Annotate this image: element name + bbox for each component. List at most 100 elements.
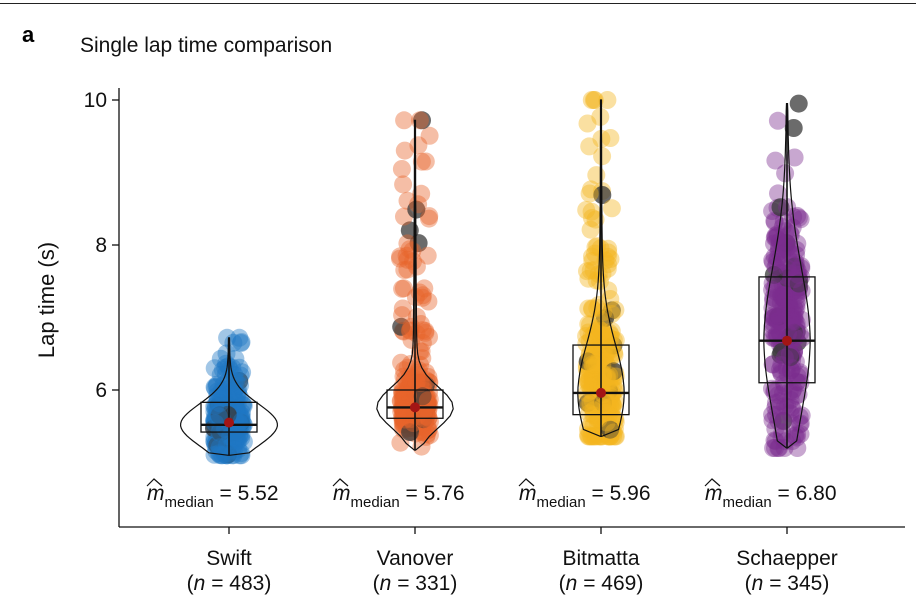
data-point	[776, 298, 795, 317]
data-point	[772, 363, 791, 382]
data-point	[412, 152, 431, 171]
y-axis-label: Lap time (s)	[34, 242, 59, 358]
data-point	[417, 427, 436, 446]
data-point	[393, 382, 412, 401]
category-label: Swift	[206, 547, 252, 570]
sample-size-label: (n = 331)	[373, 572, 458, 595]
data-point	[582, 359, 601, 378]
data-point	[602, 199, 621, 218]
data-point	[775, 377, 794, 396]
data-point	[398, 260, 417, 279]
data-point	[590, 371, 609, 390]
data-point	[216, 383, 235, 402]
median-subscript: median	[537, 494, 586, 511]
data-point	[772, 364, 791, 383]
group-bitmatta: mmedian = 5.96 Bitmatta(n = 469)	[518, 91, 651, 595]
data-point	[206, 396, 225, 415]
data-point	[597, 413, 616, 432]
data-point	[412, 437, 431, 456]
data-point	[791, 414, 810, 433]
data-point	[579, 427, 598, 446]
data-point	[411, 373, 430, 392]
data-point	[783, 359, 802, 378]
data-point	[597, 329, 616, 348]
y-tick-label: 8	[95, 234, 107, 257]
data-point	[394, 175, 413, 194]
data-point	[217, 344, 236, 363]
data-point	[783, 400, 802, 419]
sample-size-part: n	[566, 572, 578, 595]
sample-size-part: n	[380, 572, 392, 595]
median-value: = 5.76	[400, 482, 465, 505]
median-annotation: mmedian = 6.80	[705, 482, 837, 511]
data-point	[579, 425, 598, 444]
data-point	[763, 298, 782, 317]
data-point	[212, 381, 231, 400]
data-point	[209, 407, 228, 426]
data-point	[393, 306, 412, 325]
data-point	[407, 407, 426, 426]
sample-size-part: (	[559, 572, 566, 595]
data-point	[393, 408, 412, 427]
median-value: = 5.96	[586, 482, 651, 505]
data-point	[583, 371, 602, 390]
data-point	[765, 380, 784, 399]
data-point	[781, 348, 800, 367]
data-point	[582, 427, 601, 446]
data-point	[408, 366, 427, 385]
data-point	[392, 317, 411, 336]
data-point	[787, 386, 806, 405]
data-point	[781, 308, 800, 327]
data-point	[396, 370, 414, 389]
data-point	[227, 391, 246, 410]
data-point	[786, 426, 804, 445]
data-point	[211, 365, 230, 384]
data-point	[787, 372, 806, 391]
data-point	[769, 312, 788, 331]
data-point	[413, 288, 432, 307]
data-point	[774, 285, 793, 304]
data-point	[767, 325, 786, 344]
data-point	[606, 381, 625, 400]
data-point	[228, 394, 247, 413]
data-point	[392, 391, 411, 410]
data-point	[232, 333, 251, 352]
data-point	[787, 245, 806, 264]
data-point	[765, 228, 784, 247]
data-point	[771, 360, 789, 379]
data-point	[416, 322, 435, 340]
data-point	[785, 270, 804, 289]
data-point	[391, 249, 409, 268]
data-point	[769, 411, 788, 430]
data-point	[208, 375, 227, 394]
data-point	[397, 246, 416, 265]
data-point	[206, 414, 225, 433]
data-point	[769, 307, 788, 326]
sample-size-label: (n = 345)	[745, 572, 830, 595]
data-point	[582, 91, 601, 109]
data-point	[779, 304, 798, 323]
data-point	[580, 395, 599, 414]
data-point	[764, 309, 783, 328]
data-point	[582, 414, 601, 433]
data-point	[393, 391, 412, 410]
data-point	[781, 404, 800, 423]
data-point	[233, 363, 252, 382]
data-point	[418, 424, 437, 443]
data-point	[230, 446, 249, 465]
data-point	[232, 429, 251, 448]
data-point	[770, 322, 789, 341]
data-point	[205, 445, 224, 464]
data-point	[395, 261, 414, 279]
data-point	[228, 431, 247, 450]
data-point	[394, 367, 413, 386]
data-point	[776, 396, 795, 415]
data-point	[775, 290, 794, 309]
y-tick-label: 6	[95, 379, 107, 402]
data-point	[583, 252, 602, 270]
data-point	[584, 416, 603, 435]
data-point	[589, 339, 608, 358]
data-point	[578, 262, 596, 281]
data-point	[769, 439, 788, 457]
